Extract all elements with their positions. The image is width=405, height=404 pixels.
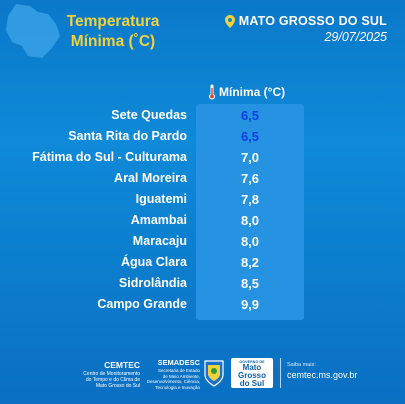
government-logo: GOVERNO DE Mato Grosso do Sul: [231, 358, 273, 388]
semadesc-logo: SEMADESC Secretaria de Estado de Meio Am…: [140, 358, 200, 390]
location-block: MATO GROSSO DO SUL 29/07/2025: [224, 14, 387, 44]
city-name: Amambai: [130, 213, 187, 227]
table-row: Aral Moreira 7,6: [0, 171, 405, 191]
cemtec-desc-line: Mato Grosso do Sul: [95, 383, 140, 389]
city-name: Água Clara: [121, 255, 187, 269]
temperature-value: 8,0: [240, 213, 260, 228]
location-pin-icon: [224, 14, 235, 28]
city-name: Iguatemi: [135, 192, 187, 206]
column-header: Mínima (°C): [208, 84, 285, 100]
table-row: Amambai 8,0: [0, 213, 405, 233]
city-name: Santa Rita do Pardo: [68, 129, 187, 143]
column-header-label: Mínima (°C): [219, 85, 286, 99]
temperature-value: 6,5: [240, 129, 260, 144]
temperature-value: 7,8: [240, 192, 260, 207]
city-name: Fátima do Sul - Culturama: [32, 150, 187, 164]
semadesc-name: SEMADESC: [157, 358, 200, 367]
city-name: Aral Moreira: [114, 171, 187, 185]
cemtec-desc-line: do Tempo e do Clima de: [85, 377, 140, 383]
city-name: Sete Quedas: [111, 108, 187, 122]
website-label: Saiba mais:: [287, 362, 316, 368]
title-line-1: Temperatura: [66, 13, 160, 30]
gov-name-line: do Sul: [239, 379, 265, 388]
report-date: 29/07/2025: [324, 30, 387, 44]
page-title: Temperatura Mínima (˚C): [58, 12, 168, 52]
semadesc-desc-line: de Meio Ambiente,: [162, 373, 200, 379]
city-name: Sidrolândia: [118, 276, 187, 290]
gov-name-line: Grosso: [237, 371, 266, 380]
thermometer-icon: [209, 84, 215, 100]
table-row: Fátima do Sul - Culturama 7,0: [0, 150, 405, 170]
semadesc-desc-line: Tecnologia e Inovação: [155, 384, 200, 390]
temperature-value: 7,0: [240, 150, 260, 165]
cemtec-name: CEMTEC: [104, 360, 140, 370]
temperature-value: 7,6: [240, 171, 260, 186]
temperature-value: 8,0: [240, 234, 260, 249]
semadesc-desc-line: Secretaria de Estado: [157, 368, 200, 373]
table-row: Sete Quedas 6,5: [0, 108, 405, 128]
temperature-value: 6,5: [240, 108, 260, 123]
semadesc-desc-line: Desenvolvimento, Ciência,: [146, 379, 200, 385]
table-row: Santa Rita do Pardo 6,5: [0, 129, 405, 149]
city-name: Maracaju: [132, 234, 187, 248]
table-row: Campo Grande 9,9: [0, 297, 405, 317]
footer: CEMTEC Centro de Monitoramento do Tempo …: [0, 352, 405, 404]
footer-divider: [280, 358, 281, 388]
table-row: Maracaju 8,0: [0, 234, 405, 254]
temperature-value: 8,5: [240, 276, 260, 291]
ms-state-map-icon: [6, 4, 60, 58]
city-name: Campo Grande: [97, 297, 187, 311]
value-panel: [196, 104, 304, 320]
location-name: MATO GROSSO DO SUL: [238, 14, 387, 28]
temperature-value: 9,9: [240, 297, 260, 312]
cemtec-logo: CEMTEC Centro de Monitoramento do Tempo …: [40, 360, 140, 389]
semadesc-description: Secretaria de Estado de Meio Ambiente, D…: [140, 368, 200, 390]
table-row: Água Clara 8,2: [0, 255, 405, 275]
website-block: Saiba mais: cemtec.ms.gov.br: [287, 362, 357, 380]
gov-top-label: GOVERNO DE: [239, 360, 265, 364]
state-emblem-icon: [204, 360, 224, 387]
temperature-value: 8,2: [240, 255, 260, 270]
cemtec-desc-line: Centro de Monitoramento: [83, 371, 140, 377]
gov-name-line: Mato: [242, 363, 262, 372]
title-line-2: Mínima (˚C): [70, 33, 156, 50]
website-link[interactable]: cemtec.ms.gov.br: [287, 370, 358, 380]
table-row: Sidrolândia 8,5: [0, 276, 405, 296]
cemtec-description: Centro de Monitoramento do Tempo e do Cl…: [40, 371, 140, 389]
table-row: Iguatemi 7,8: [0, 192, 405, 212]
